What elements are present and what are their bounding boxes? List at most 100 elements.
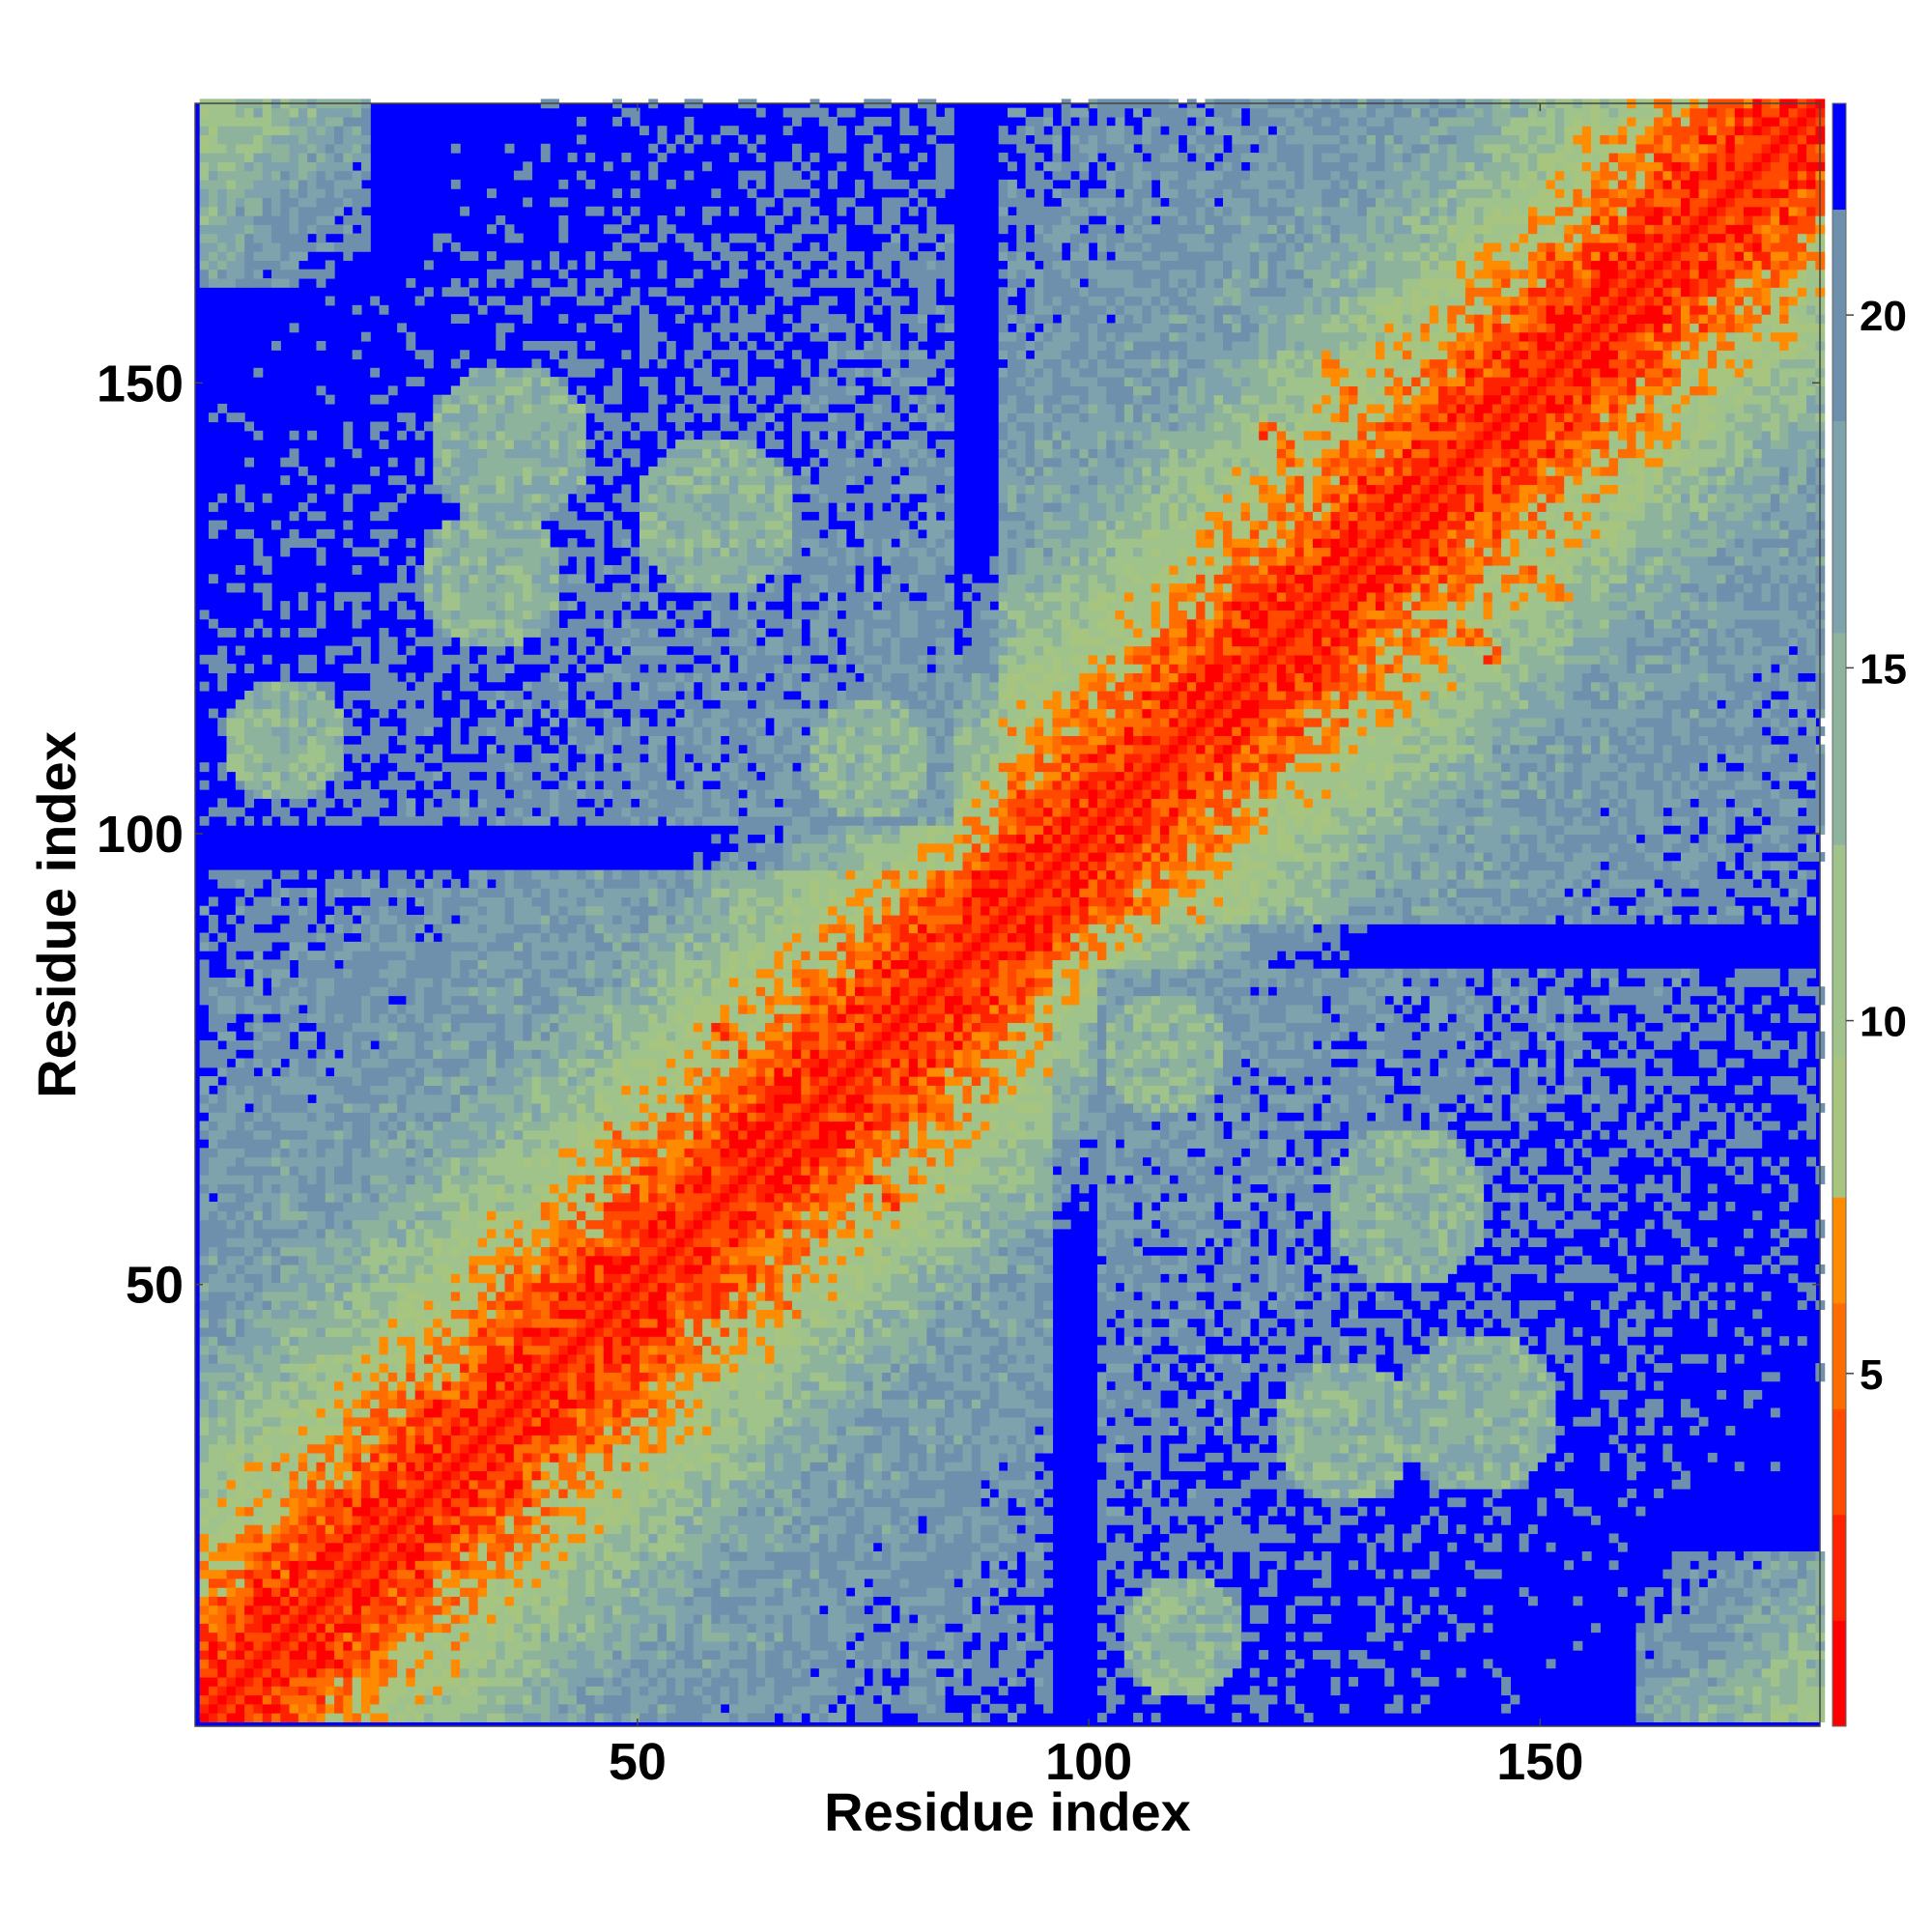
heatmap-cell bbox=[504, 1623, 515, 1634]
heatmap-cell bbox=[217, 762, 228, 773]
heatmap-cell bbox=[235, 1345, 245, 1355]
heatmap-cell bbox=[334, 1273, 344, 1284]
heatmap-cell bbox=[379, 1506, 389, 1517]
heatmap-cell bbox=[477, 968, 488, 979]
heatmap-cell bbox=[235, 1121, 245, 1131]
heatmap-cell bbox=[244, 1094, 254, 1104]
heatmap-cell bbox=[477, 1686, 488, 1696]
heatmap-cell bbox=[244, 1676, 254, 1687]
heatmap-cell bbox=[397, 1632, 407, 1642]
heatmap-cell bbox=[513, 1623, 524, 1634]
heatmap-cell bbox=[334, 1515, 344, 1525]
heatmap-cell bbox=[208, 1013, 218, 1023]
heatmap-cell bbox=[397, 1560, 407, 1571]
heatmap-cell bbox=[513, 1399, 524, 1409]
heatmap-cell bbox=[270, 1022, 281, 1033]
heatmap-cell bbox=[433, 1219, 443, 1230]
heatmap-cell bbox=[262, 627, 272, 638]
heatmap-cell bbox=[280, 1246, 291, 1257]
heatmap-cell bbox=[343, 1506, 354, 1517]
heatmap-cell bbox=[334, 1686, 344, 1696]
heatmap-cell bbox=[244, 179, 254, 189]
heatmap-cell bbox=[307, 1443, 318, 1454]
heatmap-cell bbox=[270, 1632, 281, 1642]
heatmap-cell bbox=[523, 1623, 533, 1634]
heatmap-cell bbox=[397, 1326, 407, 1337]
heatmap-cell bbox=[307, 1694, 318, 1705]
heatmap-cell bbox=[441, 574, 452, 584]
heatmap-cell bbox=[334, 591, 344, 602]
heatmap-cell bbox=[289, 1497, 299, 1508]
heatmap-cell bbox=[343, 1640, 354, 1651]
heatmap-cell bbox=[397, 1577, 407, 1588]
heatmap-cell bbox=[334, 179, 344, 189]
heatmap-cell bbox=[253, 224, 264, 235]
heatmap-cell bbox=[244, 153, 254, 162]
heatmap-cell bbox=[360, 1058, 371, 1068]
heatmap-cell bbox=[477, 430, 488, 440]
heatmap-cell bbox=[298, 1085, 308, 1095]
heatmap-cell bbox=[504, 1640, 515, 1651]
heatmap-cell bbox=[370, 1497, 381, 1508]
heatmap-cell bbox=[289, 1372, 299, 1382]
heatmap-cell bbox=[307, 1192, 318, 1203]
heatmap-cell bbox=[504, 627, 515, 638]
heatmap-cell bbox=[513, 269, 524, 279]
heatmap-cell bbox=[423, 1363, 434, 1373]
heatmap-cell bbox=[298, 224, 308, 235]
heatmap-cell bbox=[469, 1659, 479, 1669]
heatmap-cell bbox=[235, 251, 245, 262]
heatmap-cell bbox=[423, 1435, 434, 1445]
heatmap-cell bbox=[531, 1694, 542, 1705]
heatmap-cell bbox=[504, 1659, 515, 1669]
heatmap-cell bbox=[270, 1389, 281, 1400]
heatmap-cell bbox=[496, 377, 506, 386]
heatmap-cell bbox=[370, 1524, 381, 1535]
heatmap-cell bbox=[496, 1139, 506, 1149]
heatmap-cell bbox=[270, 762, 281, 773]
heatmap-cell bbox=[433, 1667, 443, 1678]
heatmap-cell bbox=[469, 1470, 479, 1481]
heatmap-cell bbox=[352, 610, 362, 620]
heatmap-cell bbox=[289, 726, 299, 736]
heatmap-cell bbox=[387, 726, 398, 736]
heatmap-cell bbox=[423, 1686, 434, 1696]
heatmap-cell bbox=[414, 565, 425, 575]
heatmap-cell bbox=[253, 1443, 264, 1454]
heatmap-cell bbox=[513, 1560, 524, 1571]
heatmap-cell bbox=[387, 1659, 398, 1669]
heatmap-cell bbox=[280, 1407, 291, 1418]
heatmap-cell bbox=[343, 1650, 354, 1660]
heatmap-cell bbox=[360, 1192, 371, 1203]
heatmap-cell bbox=[379, 1407, 389, 1418]
heatmap-cell bbox=[253, 430, 264, 440]
heatmap-cell bbox=[531, 1489, 542, 1498]
heatmap-cell bbox=[433, 1192, 443, 1203]
heatmap-cell bbox=[460, 511, 470, 522]
heatmap-cell bbox=[450, 627, 461, 638]
heatmap-cell bbox=[523, 932, 533, 943]
heatmap-cell bbox=[487, 1345, 497, 1355]
heatmap-cell bbox=[397, 1416, 407, 1427]
heatmap-cell bbox=[199, 995, 210, 1006]
heatmap-cell bbox=[387, 1497, 398, 1508]
heatmap-cell bbox=[217, 1596, 228, 1606]
heatmap-cell bbox=[226, 1004, 237, 1014]
heatmap-cell bbox=[397, 1148, 407, 1158]
heatmap-cell bbox=[504, 1175, 515, 1185]
heatmap-cell bbox=[414, 1497, 425, 1508]
heatmap-cell bbox=[379, 591, 389, 602]
heatmap-cell bbox=[270, 735, 281, 746]
heatmap-cell bbox=[441, 637, 452, 647]
heatmap-cell bbox=[370, 1363, 381, 1373]
heatmap-cell bbox=[487, 475, 497, 486]
heatmap-cell bbox=[504, 591, 515, 602]
heatmap-cell bbox=[504, 1237, 515, 1248]
heatmap-cell bbox=[387, 457, 398, 468]
heatmap-cell bbox=[531, 1506, 542, 1517]
heatmap-cell bbox=[450, 762, 461, 773]
heatmap-cell bbox=[540, 1533, 551, 1544]
heatmap-cell bbox=[352, 126, 362, 136]
heatmap-cell bbox=[289, 1318, 299, 1328]
heatmap-cell bbox=[270, 1363, 281, 1373]
